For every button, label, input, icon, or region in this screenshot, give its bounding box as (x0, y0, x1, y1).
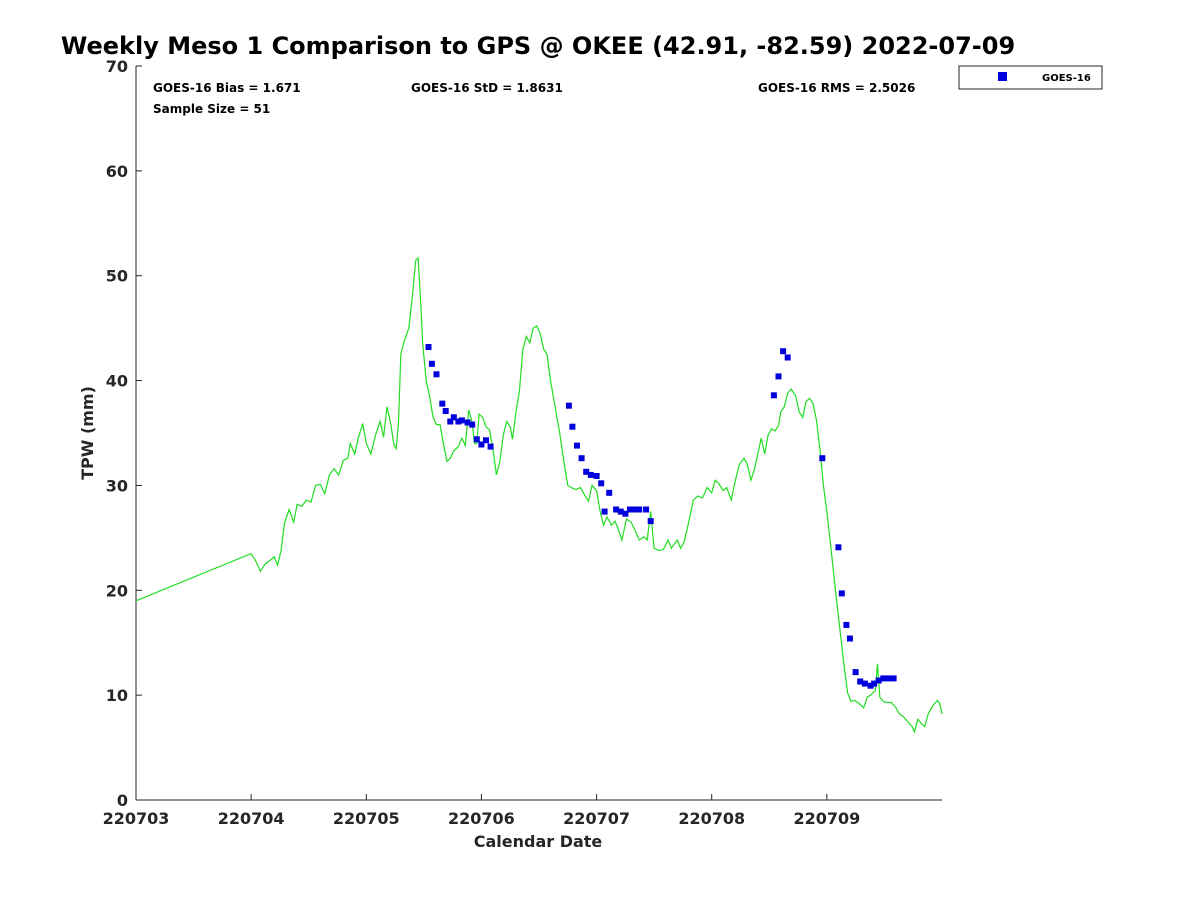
data-point-goes16 (583, 468, 590, 475)
stat-rms: GOES-16 RMS = 2.5026 (758, 81, 915, 95)
data-point-goes16 (578, 455, 585, 462)
series-line-gps (135, 256, 943, 734)
legend-box (958, 65, 1103, 90)
data-point-goes16 (601, 508, 608, 515)
data-point-goes16 (442, 408, 449, 414)
y-tick-label: 50 (106, 267, 128, 286)
data-point-goes16 (439, 400, 446, 407)
data-point-goes16 (780, 348, 787, 355)
data-point-goes16 (631, 506, 638, 513)
data-point-goes16 (478, 441, 485, 448)
data-point-goes16 (617, 508, 624, 515)
x-axis-label: Calendar Date (474, 832, 603, 851)
data-point-goes16 (835, 544, 842, 551)
y-tick-label: 20 (106, 581, 128, 600)
data-point-goes16 (574, 442, 580, 449)
data-point-goes16 (473, 436, 480, 443)
y-ticks: 0 10 20 30 40 50 60 70 (106, 57, 142, 810)
stat-sample-size: Sample Size = 51 (153, 102, 270, 116)
data-point-goes16 (627, 506, 633, 513)
data-point-goes16 (487, 443, 494, 450)
data-point-goes16 (647, 518, 654, 525)
stat-std: GOES-16 StD = 1.8631 (411, 81, 563, 95)
data-point-goes16 (587, 471, 594, 478)
data-point-goes16 (613, 506, 620, 513)
x-tick-label: 220705 (333, 809, 400, 828)
data-point-goes16 (483, 437, 489, 444)
data-point-goes16 (464, 419, 471, 426)
data-point-goes16 (784, 354, 791, 361)
legend: GOES-16 (958, 65, 1103, 90)
data-point-goes16 (450, 414, 457, 421)
data-point-goes16 (886, 675, 892, 682)
data-point-goes16 (425, 344, 432, 350)
data-point-goes16 (852, 669, 859, 676)
data-point-goes16 (838, 590, 845, 597)
data-point-goes16 (843, 621, 850, 628)
x-tick-label: 220707 (563, 809, 630, 828)
data-point-goes16 (606, 489, 613, 496)
data-point-goes16 (643, 506, 650, 513)
x-tick-label: 220703 (103, 809, 170, 828)
stat-bias: GOES-16 Bias = 1.671 (153, 81, 301, 95)
y-tick-label: 0 (117, 791, 128, 810)
y-tick-label: 70 (106, 57, 128, 76)
data-point-goes16 (569, 423, 576, 430)
data-point-goes16 (857, 678, 864, 685)
legend-marker-goes16 (998, 72, 1007, 81)
data-point-goes16 (890, 675, 897, 682)
x-tick-label: 220708 (678, 809, 745, 828)
data-point-goes16 (458, 417, 465, 424)
x-tick-label: 220709 (793, 809, 860, 828)
x-tick-label: 220704 (218, 809, 285, 828)
data-point-goes16 (469, 421, 476, 428)
plot-area (135, 66, 942, 801)
data-point-goes16 (875, 677, 882, 684)
y-axis-label: TPW (mm) (78, 386, 97, 480)
data-point-goes16 (455, 418, 462, 425)
y-tick-label: 60 (106, 162, 128, 181)
data-point-goes16 (565, 402, 572, 409)
chart-title: Weekly Meso 1 Comparison to GPS @ OKEE (… (61, 32, 1015, 60)
y-tick-label: 10 (106, 686, 128, 705)
data-point-goes16 (846, 635, 853, 642)
x-ticks: 220703 220704 220705 220706 220707 220708 2207… (103, 794, 860, 828)
data-point-goes16 (433, 371, 440, 378)
data-point-goes16 (770, 392, 777, 399)
data-point-goes16 (775, 373, 782, 380)
y-tick-label: 40 (106, 372, 128, 391)
data-point-goes16 (447, 418, 454, 425)
x-tick-label: 220706 (448, 809, 515, 828)
data-point-goes16 (636, 506, 643, 513)
data-point-goes16 (622, 510, 629, 517)
data-point-goes16 (871, 680, 878, 687)
data-point-goes16 (428, 360, 435, 367)
data-point-goes16 (593, 473, 600, 479)
y-tick-label: 30 (106, 476, 128, 495)
data-point-goes16 (861, 680, 868, 687)
legend-label-goes16: GOES-16 (1042, 73, 1091, 84)
data-point-goes16 (819, 455, 826, 462)
data-point-goes16 (880, 675, 887, 682)
data-point-goes16 (867, 682, 874, 689)
data-point-goes16 (598, 480, 605, 487)
series-layer (135, 256, 943, 734)
